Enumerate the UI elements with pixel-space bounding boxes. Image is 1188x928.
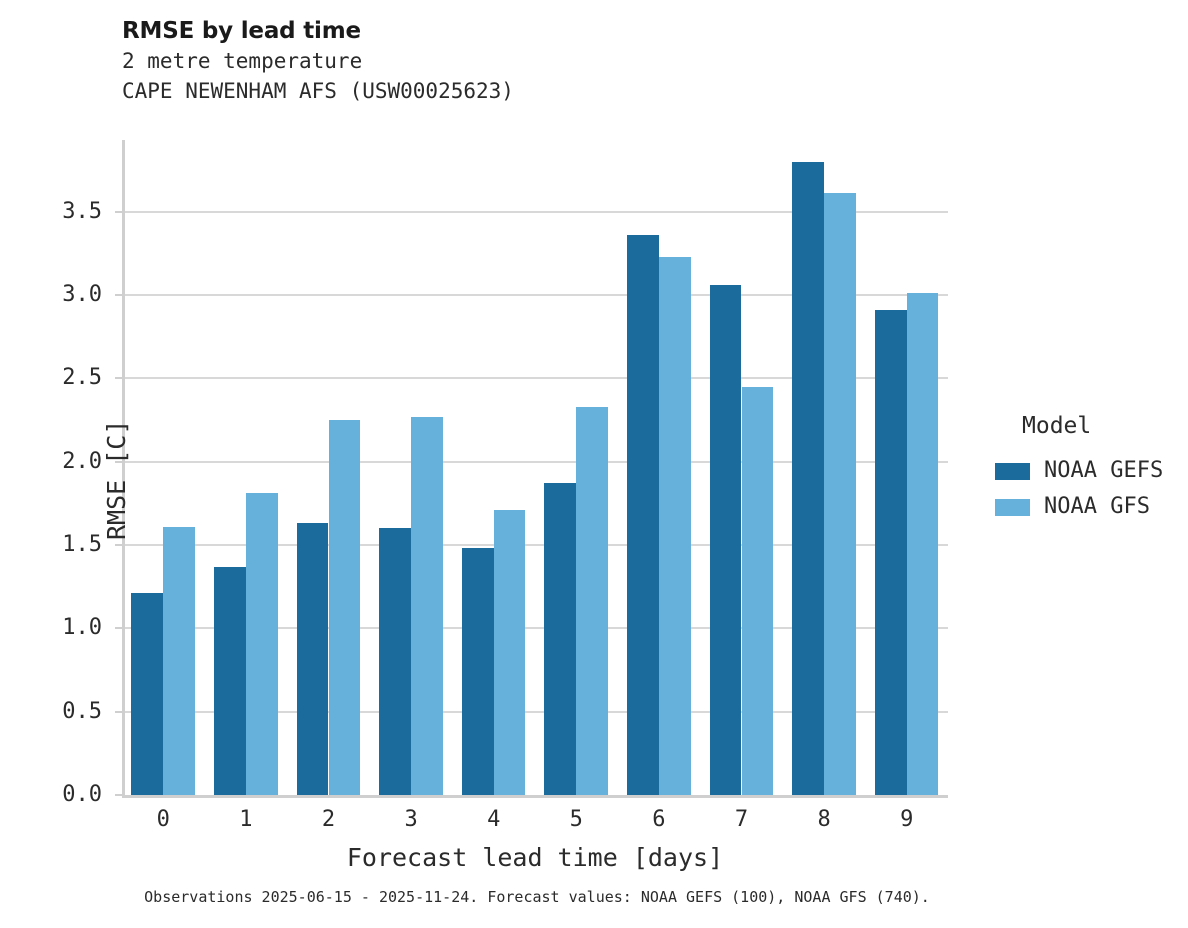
subtitle-station: CAPE NEWENHAM AFS (USW00025623) [122, 79, 514, 103]
footer-caption: Observations 2025-06-15 - 2025-11-24. Fo… [144, 888, 930, 906]
x-axis-tick-label: 5 [569, 807, 583, 832]
legend-item-noaa-gefs[interactable]: NOAA GEFS [995, 455, 1185, 487]
gridline [125, 460, 948, 463]
gridline [125, 710, 948, 713]
y-axis-tick-label-wrap: 3.0 [22, 284, 102, 306]
x-axis-title: Forecast lead time [days] [346, 843, 724, 872]
x-axis-tick-label: 8 [817, 807, 831, 832]
y-axis-tick-mark [115, 544, 122, 546]
y-axis-tick-label-wrap: 3.5 [22, 198, 102, 224]
subtitle-variable: 2 metre temperature [122, 49, 363, 73]
y-axis-tick-label-wrap: 1.0 [22, 617, 102, 639]
gridline [125, 377, 948, 380]
chart-plot-area: 0.0 0.5 1.0 1.5 2.0 2.5 3.0 3.5 0 1 2 3 4 5 6 7 8 9 RMSE… [62, 140, 948, 832]
y-axis-tick-mark [115, 294, 122, 296]
x-axis-tick-label: 0 [156, 807, 170, 832]
bar-noaa-gefs-day-3 [379, 528, 412, 795]
y-axis-tick-mark [115, 794, 122, 796]
x-axis-tick-label: 2 [321, 807, 336, 832]
y-axis-tick-label-wrap: 2.5 [22, 367, 102, 389]
bar-noaa-gefs-day-2 [296, 523, 329, 795]
bar-noaa-gfs-day-5 [576, 406, 609, 795]
bar-noaa-gfs-day-0 [163, 526, 196, 795]
x-axis-tick-label: 7 [734, 807, 749, 832]
x-axis-tick-label: 6 [652, 807, 666, 832]
y-axis-tick-mark [115, 627, 122, 630]
legend-swatch-icon [995, 498, 1030, 516]
legend: Model NOAA GEFS NOAA GFS [995, 413, 1185, 527]
bar-noaa-gfs-day-1 [245, 493, 278, 795]
y-axis-tick-label-wrap: 0.0 [22, 784, 102, 806]
gridline [125, 210, 948, 213]
y-axis-tick-label: 2.5 [62, 365, 102, 391]
x-axis-tick-label: 1 [239, 807, 253, 832]
bar-noaa-gefs-day-5 [544, 483, 577, 795]
x-axis-tick-label: 4 [487, 807, 501, 832]
bar-noaa-gfs-day-3 [411, 416, 443, 795]
y-axis-tick-label: 2.0 [62, 448, 102, 474]
y-axis-tick-mark [115, 210, 122, 213]
legend-title: Model [1022, 413, 1092, 439]
y-axis-tick-label: 0.0 [62, 782, 102, 807]
gridline [125, 627, 948, 630]
title-block: RMSE by lead time 2 metre temperature CA… [122, 16, 942, 106]
bar-noaa-gfs-day-8 [824, 193, 856, 795]
bar-noaa-gfs-day-6 [658, 256, 691, 795]
bar-noaa-gefs-day-1 [214, 566, 246, 795]
y-axis-tick-label: 3.0 [62, 282, 102, 307]
bar-noaa-gfs-day-4 [493, 510, 526, 795]
y-axis-tick-mark [115, 460, 122, 463]
legend-item-noaa-gfs[interactable]: NOAA GFS [995, 491, 1185, 523]
bar-noaa-gfs-day-7 [741, 386, 774, 795]
y-axis-tick-label: 3.5 [62, 198, 102, 224]
bar-noaa-gfs-day-2 [328, 420, 361, 795]
y-axis-tick-label-wrap: 2.0 [22, 448, 102, 474]
y-axis-spine [122, 140, 125, 795]
y-axis-tick-label-wrap: 0.5 [22, 698, 102, 724]
bar-noaa-gefs-day-9 [874, 310, 907, 795]
bar-noaa-gefs-day-7 [709, 285, 742, 795]
bar-noaa-gefs-day-8 [792, 161, 825, 795]
gridline [125, 294, 948, 296]
page-title: RMSE by lead time [122, 18, 361, 44]
gridline [125, 544, 948, 546]
bar-noaa-gefs-day-6 [627, 235, 659, 795]
y-axis-tick-mark [115, 710, 122, 713]
bar-noaa-gefs-day-0 [131, 593, 164, 795]
legend-item-label: NOAA GFS [1044, 494, 1150, 519]
x-axis-tick-label: 3 [404, 807, 418, 832]
x-axis-spine [122, 795, 948, 798]
bar-noaa-gefs-day-4 [461, 548, 494, 795]
y-axis-tick-label: 0.5 [62, 698, 102, 724]
y-axis-title: RMSE [C] [102, 419, 131, 540]
bar-noaa-gfs-day-9 [906, 293, 939, 795]
y-axis-tick-label: 1.0 [62, 615, 102, 641]
x-axis-tick-label: 9 [900, 807, 914, 832]
y-axis-tick-label-wrap: 1.5 [22, 534, 102, 556]
legend-swatch-icon [995, 462, 1030, 480]
legend-entries: NOAA GEFS NOAA GFS [995, 455, 1185, 523]
y-axis-tick-label: 1.5 [62, 532, 102, 557]
y-axis-tick-mark [115, 377, 122, 380]
legend-item-label: NOAA GEFS [1044, 458, 1164, 483]
